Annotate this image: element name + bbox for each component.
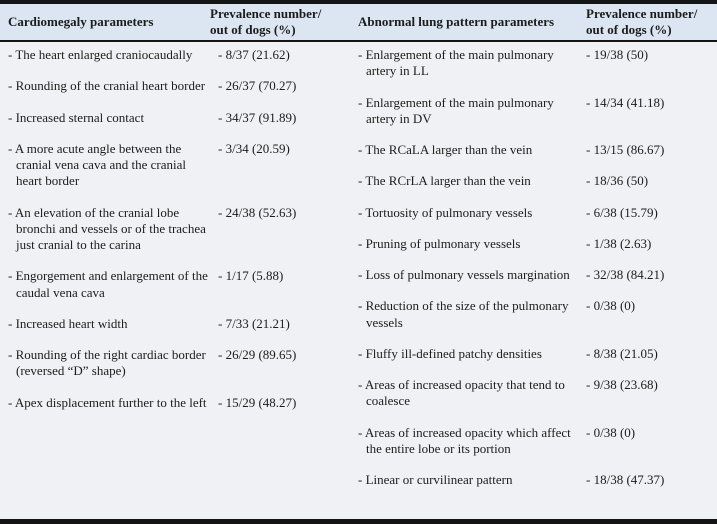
prevalence-value: - 26/29 (89.65): [218, 347, 297, 362]
prevalence-value: - 18/36 (50): [586, 173, 649, 189]
parameter-label: - Rounding of the cranial heart border: [8, 78, 206, 94]
prevalence-value: - 1/17 (5.88): [218, 268, 284, 284]
table-row: - Tortuosity of pulmonary vessels - 6/38…: [350, 205, 717, 221]
prevalence-value: - 7/33 (21.21): [218, 315, 290, 331]
parameter-label: - Increased heart width: [8, 315, 128, 331]
table-row: - Pruning of pulmonary vessels - 1/38 (2…: [350, 236, 717, 252]
column-header-prevalence-left-line2: out of dogs (%): [210, 22, 296, 37]
prevalence-value: - 15/29 (48.27): [218, 394, 297, 410]
column-header-abnormal-lung-parameters: Abnormal lung pattern parameters: [358, 13, 555, 29]
parameter-label: - Increased sternal contact: [8, 109, 145, 125]
table-row: - Areas of increased opacity which affec…: [350, 425, 717, 458]
table-row: - An elevation of the cranial lobe bronc…: [0, 205, 350, 254]
parameter-label: - Engorgement and enlargement of the cau…: [8, 268, 208, 300]
prevalence-value: - 8/38 (21.05): [586, 345, 658, 361]
table-row: - Reduction of the size of the pulmonary…: [350, 298, 717, 331]
table-row: - Rounding of the right cardiac border (…: [0, 347, 350, 380]
column-header-prevalence-right-line1: Prevalence number/: [586, 5, 698, 21]
parameter-label: - Fluffy ill-defined patchy densities: [358, 345, 542, 361]
prevalence-value: - 13/15 (86.67): [586, 142, 665, 157]
prevalence-value: - 14/34 (41.18): [586, 94, 665, 110]
parameter-label: - The heart enlarged craniocaudally: [8, 47, 193, 62]
parameter-label: - An elevation of the cranial lobe bronc…: [8, 204, 206, 253]
prevalence-value: - 18/38 (47.37): [586, 472, 665, 487]
prevalence-value: - 0/38 (0): [586, 424, 636, 440]
parameter-label: - Loss of pulmonary vessels margination: [358, 267, 570, 282]
prevalence-value: - 8/37 (21.62): [218, 47, 290, 62]
prevalence-value: - 32/38 (84.21): [586, 267, 665, 282]
cardiomegaly-column: - The heart enlarged craniocaudally - 8/…: [0, 47, 350, 503]
table-row: - Enlargement of the main pulmonary arte…: [350, 95, 717, 128]
parameter-label: - The RCaLA larger than the vein: [358, 142, 533, 157]
parameter-label: - Tortuosity of pulmonary vessels: [358, 204, 533, 220]
prevalence-value: - 3/34 (20.59): [218, 140, 290, 156]
prevalence-value: - 9/38 (23.68): [586, 377, 658, 392]
parameter-label: - Pruning of pulmonary vessels: [358, 235, 521, 251]
prevalence-value: - 1/38 (2.63): [586, 235, 652, 251]
column-header-cardiomegaly-parameters: Cardiomegaly parameters: [8, 13, 154, 29]
table-row: - Loss of pulmonary vessels margination …: [350, 267, 717, 283]
table-header-row: Cardiomegaly parameters Prevalence numbe…: [0, 4, 717, 42]
table-row: - Engorgement and enlargement of the cau…: [0, 268, 350, 301]
table-row: - Rounding of the cranial heart border -…: [0, 78, 350, 94]
table-body: - The heart enlarged craniocaudally - 8/…: [0, 42, 717, 503]
table-row: - Areas of increased opacity that tend t…: [350, 377, 717, 410]
table-row: - The RCaLA larger than the vein - 13/15…: [350, 142, 717, 158]
table-row: - Enlargement of the main pulmonary arte…: [350, 47, 717, 80]
parameter-label: - The RCrLA larger than the vein: [358, 173, 531, 189]
table-row: - Increased sternal contact - 34/37 (91.…: [0, 110, 350, 126]
column-header-prevalence-right-line2: out of dogs (%): [586, 22, 672, 37]
prevalence-value: - 0/38 (0): [586, 298, 636, 314]
table-row: - Linear or curvilinear pattern - 18/38 …: [350, 472, 717, 488]
parameter-label: - Areas of increased opacity which affec…: [358, 424, 571, 456]
prevalence-value: - 26/37 (70.27): [218, 78, 297, 94]
parameter-label: - Enlargement of the main pulmonary arte…: [358, 94, 554, 126]
prevalence-value: - 19/38 (50): [586, 47, 649, 62]
parameter-label: - A more acute angle between the cranial…: [8, 140, 186, 189]
parameter-label: - Reduction of the size of the pulmonary…: [358, 298, 569, 330]
prevalence-value: - 34/37 (91.89): [218, 109, 297, 125]
table-row: - The heart enlarged craniocaudally - 8/…: [0, 47, 350, 63]
table-row: - Fluffy ill-defined patchy densities - …: [350, 346, 717, 362]
column-header-prevalence-left-line1: Prevalence number/: [210, 5, 322, 21]
table-row: - Apex displacement further to the left …: [0, 395, 350, 411]
parameter-label: - Enlargement of the main pulmonary arte…: [358, 47, 554, 79]
prevalence-value: - 24/38 (52.63): [218, 204, 297, 220]
parameter-label: - Areas of increased opacity that tend t…: [358, 377, 565, 409]
prevalence-value: - 6/38 (15.79): [586, 204, 658, 220]
abnormal-lung-column: - Enlargement of the main pulmonary arte…: [350, 47, 717, 503]
parameter-label: - Rounding of the right cardiac border (…: [8, 347, 206, 379]
table-row: - A more acute angle between the cranial…: [0, 141, 350, 190]
table-row: - Increased heart width - 7/33 (21.21): [0, 316, 350, 332]
table-row: - The RCrLA larger than the vein - 18/36…: [350, 173, 717, 189]
parameter-label: - Linear or curvilinear pattern: [358, 472, 513, 487]
column-header-prevalence-left: Prevalence number/ out of dogs (%): [210, 6, 350, 39]
parameter-label: - Apex displacement further to the left: [8, 394, 207, 410]
column-header-prevalence-right: Prevalence number/ out of dogs (%): [586, 6, 717, 39]
